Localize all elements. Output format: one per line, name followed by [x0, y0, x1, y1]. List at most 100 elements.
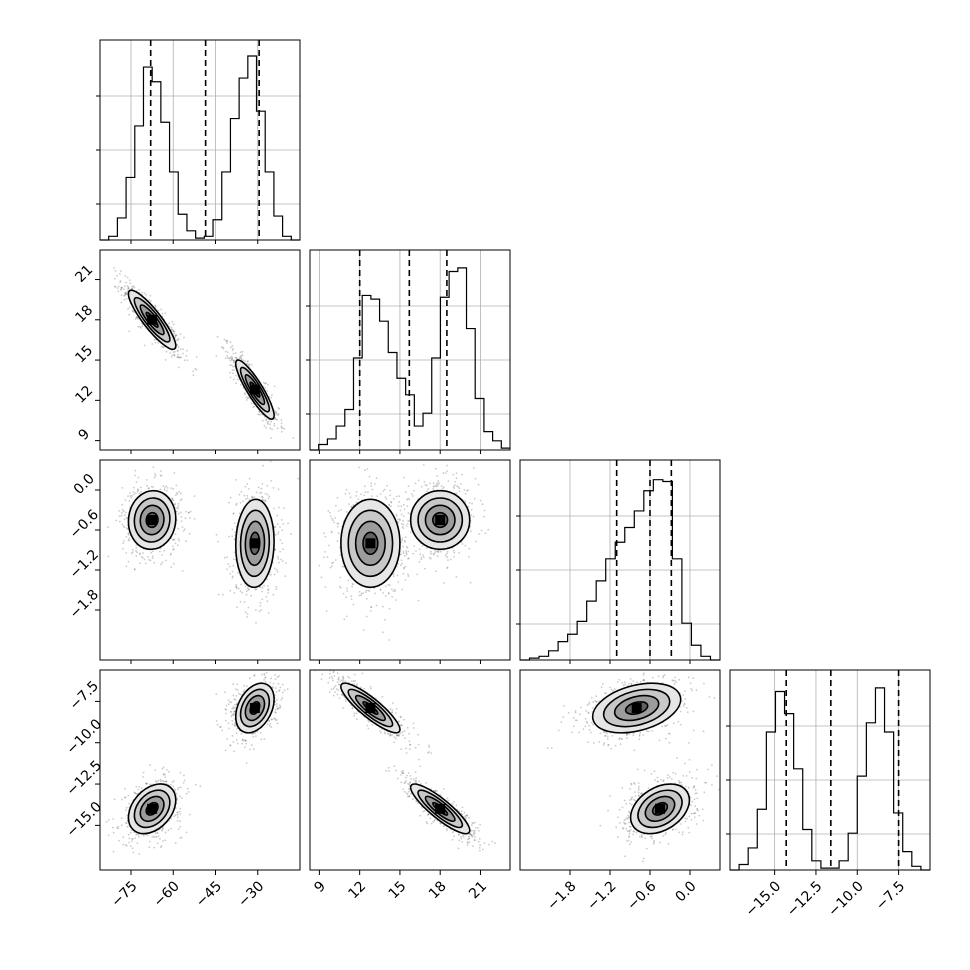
sample-point: [232, 558, 235, 561]
sample-point: [247, 396, 250, 399]
sample-point: [170, 827, 173, 830]
sample-point: [331, 562, 333, 564]
sample-point: [261, 482, 264, 485]
sample-point: [192, 370, 195, 373]
sample-point: [261, 598, 264, 601]
sample-point: [423, 481, 426, 483]
sample-point: [403, 554, 406, 557]
sample-point: [368, 590, 371, 592]
sample-point: [169, 352, 172, 354]
sample-point: [229, 573, 232, 575]
sample-point: [150, 551, 153, 554]
sample-point: [402, 523, 405, 526]
sample-point: [133, 486, 135, 489]
sample-point: [151, 835, 154, 838]
sample-point: [406, 498, 408, 501]
sample-point: [473, 467, 475, 469]
sample-point: [339, 576, 342, 579]
sample-point: [246, 613, 249, 615]
sample-point: [233, 698, 236, 701]
sample-point: [114, 277, 116, 280]
sample-point: [176, 338, 179, 341]
sample-point: [256, 730, 259, 733]
sample-point: [155, 781, 158, 783]
sample-point: [235, 739, 238, 741]
sample-point: [332, 561, 335, 564]
sample-point: [402, 550, 405, 553]
sample-point: [265, 419, 267, 422]
sample-point: [133, 568, 136, 570]
sample-point: [192, 374, 195, 376]
sample-point: [269, 423, 271, 426]
sample-point: [159, 837, 161, 840]
sample-point: [189, 517, 191, 519]
sample-point: [231, 707, 234, 710]
sample-point: [170, 327, 173, 329]
sample-point: [232, 372, 234, 375]
sample-point: [147, 487, 150, 490]
sample-point: [137, 489, 139, 491]
sample-point: [274, 708, 277, 711]
sample-point: [237, 378, 240, 381]
sample-point: [220, 346, 223, 349]
sample-point: [464, 492, 467, 495]
sample-point: [399, 564, 402, 567]
sample-point: [438, 482, 440, 484]
sample-point: [157, 835, 160, 837]
sample-point: [345, 615, 348, 618]
sample-point: [177, 353, 179, 356]
sample-point: [135, 555, 138, 557]
sample-point: [397, 521, 400, 524]
sample-point: [225, 340, 228, 343]
sample-point: [216, 335, 219, 338]
sample-point: [231, 357, 234, 360]
sample-point: [144, 562, 147, 565]
sample-point: [392, 575, 395, 577]
sample-point: [475, 540, 477, 543]
sample-point: [232, 683, 235, 685]
sample-point: [279, 539, 282, 541]
sample-point: [125, 293, 128, 295]
sample-point: [270, 573, 272, 576]
sample-point: [358, 590, 361, 593]
sample-point: [267, 592, 269, 594]
sample-point: [368, 475, 371, 478]
sample-point: [172, 330, 175, 333]
sample-point: [130, 845, 132, 847]
sample-point: [227, 703, 230, 706]
sample-point: [224, 357, 227, 360]
sample-point: [466, 489, 468, 492]
sample-point: [226, 351, 229, 354]
sample-point: [230, 358, 233, 361]
sample-point: [297, 477, 300, 480]
sample-point: [434, 485, 437, 488]
sample-point: [444, 554, 447, 557]
sample-point: [126, 285, 129, 287]
sample-point: [143, 558, 146, 561]
sample-point: [274, 548, 277, 551]
sample-point: [395, 495, 398, 498]
sample-point: [233, 512, 235, 515]
sample-point: [364, 469, 366, 471]
sample-point: [270, 437, 273, 439]
sample-point: [128, 539, 131, 541]
sample-point: [261, 590, 263, 593]
sample-point: [244, 360, 247, 363]
sample-point: [246, 362, 248, 365]
sample-point: [403, 539, 406, 542]
sample-point: [179, 825, 182, 828]
sample-point: [435, 570, 437, 573]
peak-2-0-mode-0: [147, 515, 158, 525]
sample-point: [172, 323, 175, 326]
sample-point: [279, 526, 281, 528]
sample-point: [261, 419, 264, 422]
sample-point: [107, 555, 110, 558]
contour-1-0-mode-0-2: [133, 296, 171, 343]
sample-point: [172, 329, 175, 331]
sample-point: [348, 492, 351, 495]
sample-point: [135, 316, 138, 319]
sample-point: [217, 540, 219, 543]
sample-point: [434, 550, 437, 552]
sample-point: [345, 587, 348, 590]
sample-point: [248, 588, 250, 591]
